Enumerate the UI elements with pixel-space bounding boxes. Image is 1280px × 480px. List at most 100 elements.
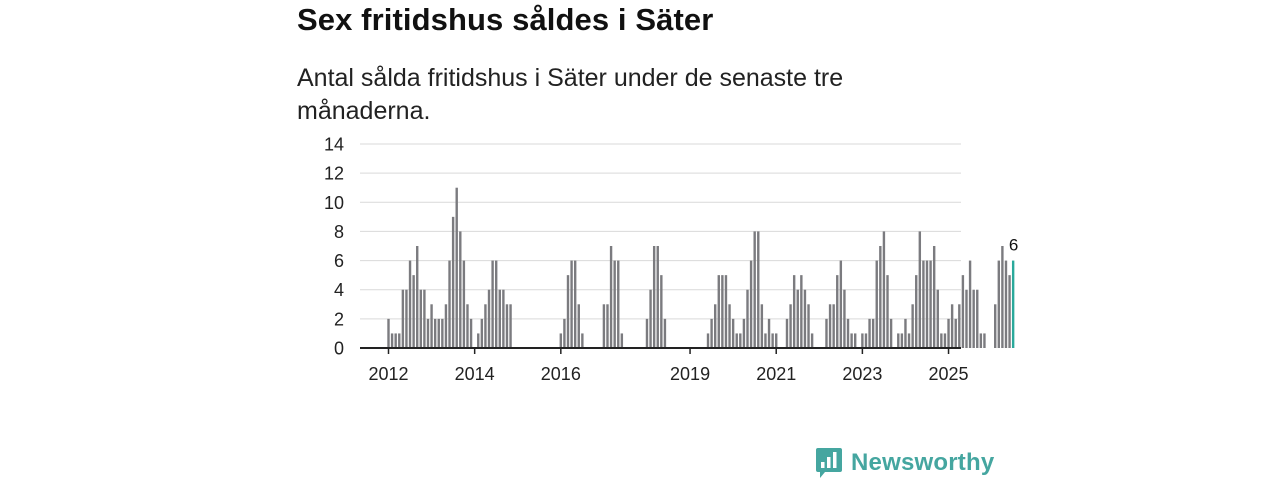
bar (947, 318, 950, 348)
y-tick-label: 14 (324, 135, 344, 155)
bar (976, 289, 979, 348)
y-tick-label: 4 (334, 280, 344, 300)
bar (645, 318, 649, 348)
bar (972, 289, 975, 348)
bar (394, 333, 397, 348)
bar (936, 289, 939, 348)
newsworthy-logo: Newsworthy (815, 446, 994, 480)
bar (390, 333, 394, 348)
brand-name: Newsworthy (851, 449, 995, 476)
bar (649, 289, 652, 348)
bar (789, 304, 792, 348)
bar (573, 260, 577, 348)
bar (983, 333, 986, 348)
bar (710, 318, 713, 348)
bar (825, 318, 828, 348)
bar (940, 333, 943, 348)
bar (854, 333, 857, 348)
x-tick-label: 2014 (455, 364, 495, 384)
bar (915, 275, 918, 348)
bar (958, 304, 961, 348)
bar (785, 318, 789, 348)
bar (965, 289, 968, 348)
bar (620, 333, 624, 348)
bar (792, 275, 796, 348)
bar (437, 318, 440, 348)
bar (498, 289, 501, 348)
bar (742, 318, 746, 348)
bar (836, 275, 839, 348)
bar (423, 289, 426, 348)
bar (426, 318, 430, 348)
bar (800, 275, 803, 348)
bar (886, 275, 889, 348)
bar (731, 318, 735, 348)
bar (602, 304, 606, 348)
y-tick-label: 8 (334, 222, 344, 242)
bar (882, 231, 886, 348)
bar (864, 333, 868, 348)
bar (757, 231, 760, 348)
bar (810, 333, 814, 348)
bar (739, 333, 742, 348)
bar (509, 304, 512, 348)
bar (828, 304, 832, 348)
bar-highlight (1011, 260, 1015, 348)
y-tick-label: 12 (324, 164, 344, 184)
bar (918, 231, 922, 348)
bar (491, 260, 494, 348)
bar (502, 289, 505, 348)
bar (606, 304, 609, 348)
x-tick-label: 2021 (756, 364, 796, 384)
bar-chart: 0 2 4 6 8 10 12 14 2012 2014 2016 2019 2021 2023 2025… (324, 135, 1018, 385)
bar (911, 304, 914, 348)
bar (875, 260, 878, 348)
bar (721, 275, 724, 348)
bar (843, 289, 846, 348)
bar (484, 304, 487, 348)
bar (441, 318, 444, 348)
bar (387, 318, 390, 348)
bar (401, 289, 405, 348)
bar (570, 260, 573, 348)
bar (416, 246, 419, 348)
bar (868, 318, 871, 348)
bar (455, 187, 458, 348)
bar (925, 260, 929, 348)
bar (950, 304, 954, 348)
bar (1004, 260, 1008, 348)
bar (879, 246, 882, 348)
bar (771, 333, 774, 348)
data-labels: 6 (1009, 236, 1018, 255)
bar (617, 260, 620, 348)
bar (563, 318, 566, 348)
bar (462, 260, 466, 348)
bar (480, 318, 484, 348)
bar (929, 260, 932, 348)
y-axis-ticks: 0 2 4 6 8 10 12 14 (324, 135, 344, 359)
bar (728, 304, 731, 348)
bar (577, 304, 580, 348)
bar (900, 333, 904, 348)
bar (459, 231, 462, 348)
chart-subtitle: Antal sålda fritidshus i Säter under de … (297, 64, 844, 125)
bar (466, 304, 469, 348)
bar (922, 260, 925, 348)
bar (807, 304, 810, 348)
bar (609, 246, 613, 348)
x-tick-label: 2025 (929, 364, 969, 384)
bar (889, 318, 893, 348)
newsworthy-logo-icon (816, 448, 842, 478)
bar (760, 304, 764, 348)
bar (613, 260, 616, 348)
bar (419, 289, 423, 348)
bar (706, 333, 710, 348)
bar (1008, 275, 1011, 348)
bar (656, 246, 659, 348)
bar (713, 304, 717, 348)
bar (994, 304, 997, 348)
bar (652, 246, 656, 348)
bar (871, 318, 875, 348)
bar (897, 333, 900, 348)
bar (717, 275, 720, 348)
